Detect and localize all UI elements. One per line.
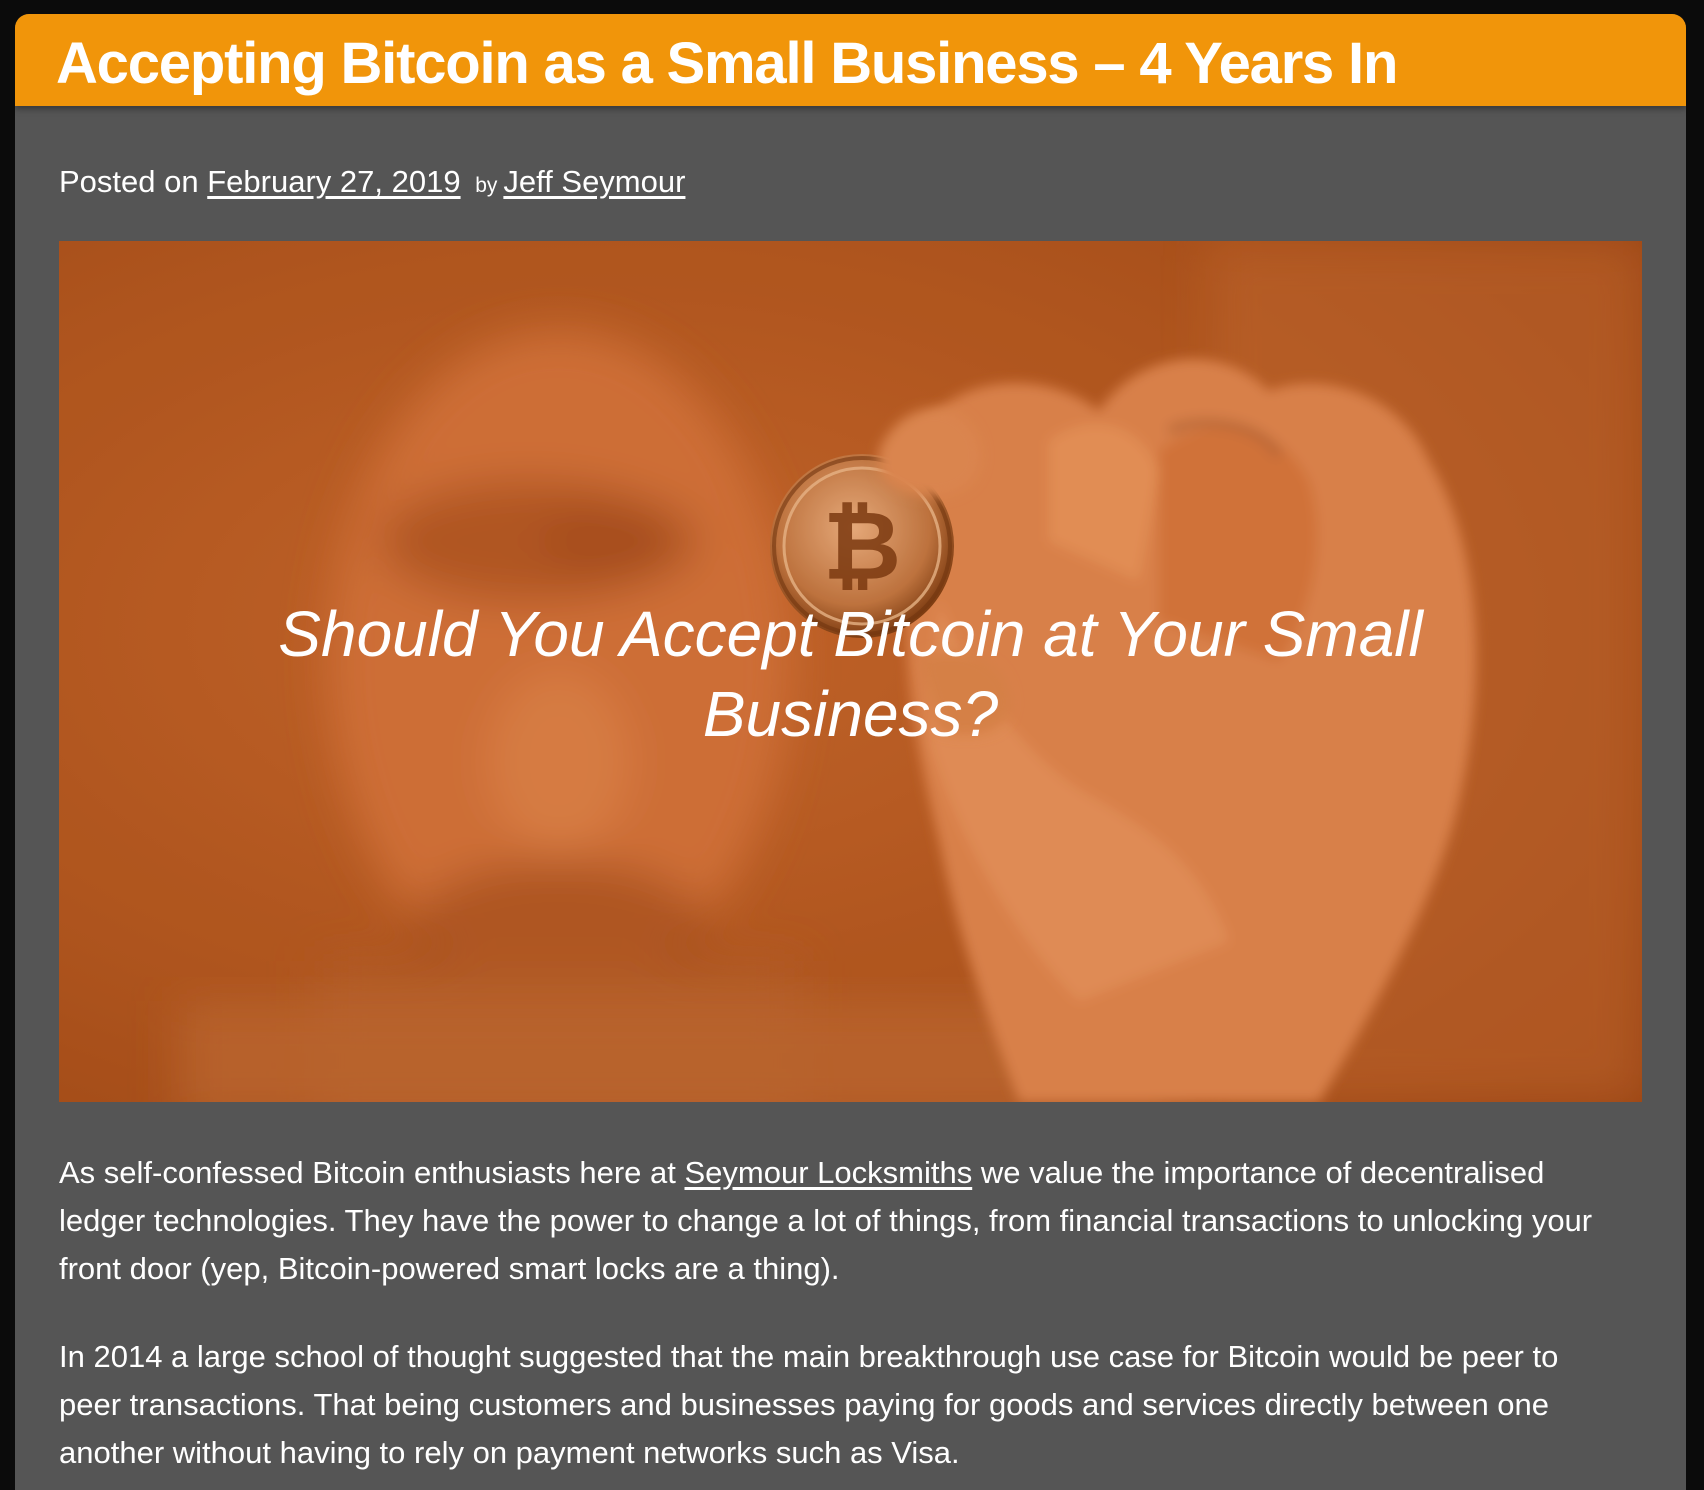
paragraph-text: we value the importance of decentralised [972,1155,1545,1190]
title-bar: Accepting Bitcoin as a Small Business – … [15,14,1686,106]
paragraph: In 2014 a large school of thought sugges… [59,1333,1659,1477]
blurred-face [319,331,799,1102]
article: Accepting Bitcoin as a Small Business – … [15,14,1686,1490]
hero-caption-line2: Business? [702,678,999,750]
paragraph: As self-confessed Bitcoin enthusiasts he… [59,1149,1659,1293]
seymour-locksmiths-link[interactable]: Seymour Locksmiths [684,1155,973,1190]
post-meta: Posted on February 27, 2019 by Jeff Seymo… [59,164,685,200]
paragraph-text: In 2014 a large school of thought sugges… [59,1339,1559,1374]
post-date-link[interactable]: February 27, 2019 [207,164,461,199]
paragraph-text: another without having to rely on paymen… [59,1435,960,1470]
post-content: As self-confessed Bitcoin enthusiasts he… [59,1149,1659,1490]
hero-image: ₿ Should You Accept Bitcoin at Your Smal… [59,241,1642,1102]
author-link[interactable]: Jeff Seymour [503,164,686,199]
paragraph-text: front door (yep, Bitcoin-powered smart l… [59,1251,840,1286]
paragraph-text: peer transactions. That being customers … [59,1387,1550,1422]
hand [906,358,1476,1102]
by-label: by [475,174,498,197]
hero-caption-line1: Should You Accept Bitcoin at Your Small [278,598,1423,670]
posted-on-label: Posted on [59,164,199,199]
paragraph-text: ledger technologies. They have the power… [59,1203,1593,1238]
paragraph-text: As self-confessed Bitcoin enthusiasts he… [59,1155,685,1190]
post-title: Accepting Bitcoin as a Small Business – … [56,31,1398,96]
hero-caption: Should You Accept Bitcoin at Your Small … [59,594,1642,754]
hero-photo-illustration: ₿ [59,241,1642,1102]
svg-text:₿: ₿ [823,490,901,602]
bitcoin-coin-icon: ₿ [770,454,954,638]
